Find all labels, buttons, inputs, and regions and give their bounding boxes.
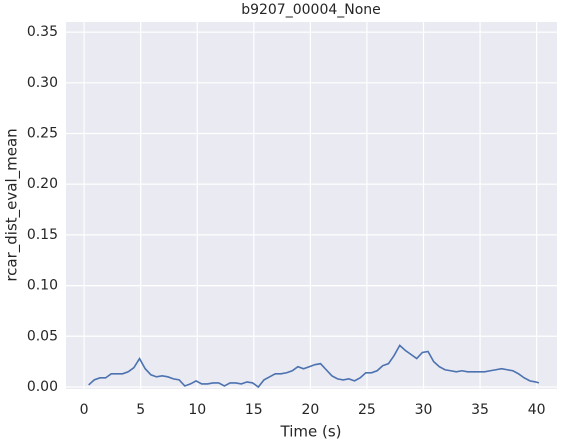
y-axis-label: rcar_dist_eval_mean (3, 128, 22, 281)
x-tick-label: 30 (415, 402, 433, 418)
y-tick-label: 0.35 (27, 24, 58, 40)
x-tick-label: 25 (358, 402, 376, 418)
x-tick-label: 5 (136, 402, 145, 418)
x-tick-label: 35 (471, 402, 489, 418)
y-tick-label: 0.05 (27, 328, 58, 344)
plot-area (66, 22, 557, 389)
y-tick-label: 0.10 (27, 278, 58, 294)
x-tick-label: 10 (188, 402, 206, 418)
y-tick-label: 0.20 (27, 176, 58, 192)
x-axis-label: Time (s) (280, 423, 342, 441)
x-tick-label: 20 (301, 402, 319, 418)
y-tick-label: 0.25 (27, 126, 58, 142)
y-tick-label: 0.30 (27, 75, 58, 91)
y-tick-label: 0.15 (27, 227, 58, 243)
line (88, 344, 540, 389)
x-tick-label: 40 (528, 402, 546, 418)
x-tick-label: 15 (245, 402, 263, 418)
y-tick-label: 0.00 (27, 379, 58, 395)
chart-title: b9207_00004_None (241, 2, 381, 18)
x-tick-label: 0 (80, 402, 89, 418)
